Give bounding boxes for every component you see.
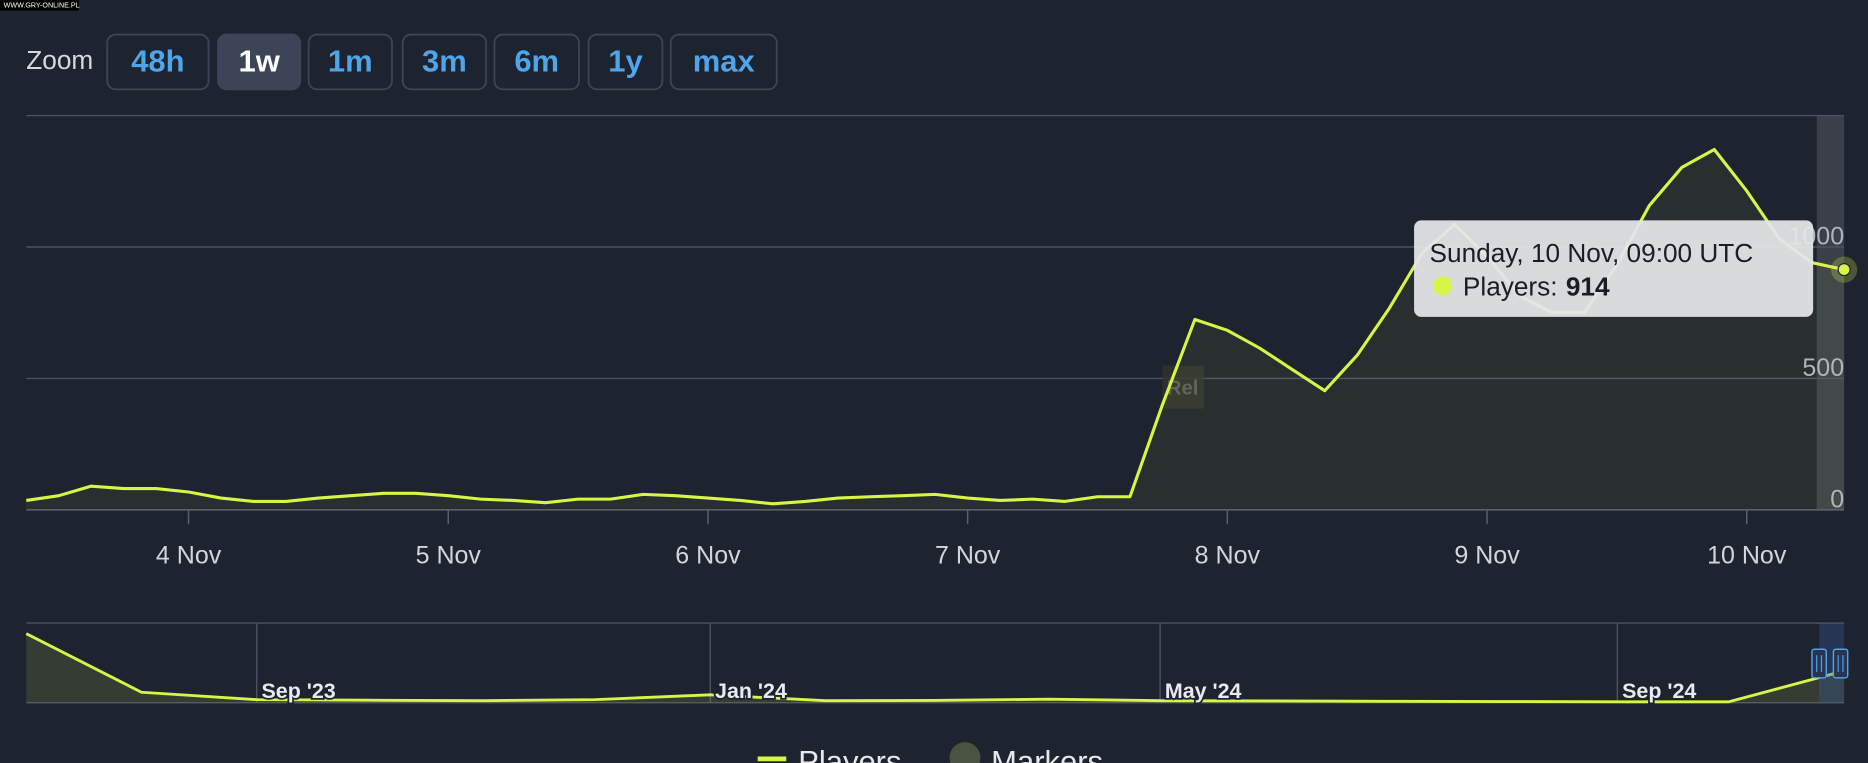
legend-marker: [949, 742, 981, 763]
zoom-button-label[interactable]: 48h: [131, 43, 184, 78]
x-tick-label: 10 Nov: [1707, 541, 1787, 569]
tooltip-row: Players: 914: [1463, 271, 1610, 301]
x-tick-label: 9 Nov: [1454, 541, 1520, 569]
zoom-button-label[interactable]: 1w: [238, 43, 280, 78]
legend: Players Markers: [757, 742, 1103, 763]
y-tick-label: 0: [1830, 485, 1844, 513]
nav-handle[interactable]: [1832, 648, 1849, 679]
zoom-button[interactable]: [669, 33, 778, 91]
tooltip-title: Sunday, 10 Nov, 09:00 UTC: [1430, 238, 1754, 268]
x-tick-label: 8 Nov: [1195, 541, 1261, 569]
tooltip-box: [1414, 220, 1814, 317]
zoom-button-label[interactable]: 1y: [608, 43, 643, 78]
x-tick-label: 4 Nov: [156, 541, 222, 569]
zoom-button[interactable]: [307, 33, 393, 91]
tooltip-label: Players:: [1463, 271, 1558, 301]
x-tick-label: 6 Nov: [675, 541, 741, 569]
zoom-button-label[interactable]: max: [693, 43, 755, 78]
nav-tick-label: Sep '24: [1622, 679, 1696, 703]
watermark-bg: [0, 0, 79, 11]
plot-band: [1816, 115, 1845, 510]
zoom-buttons: 48h 1w 1m 3m 6m 1y max: [106, 33, 778, 91]
zoom-button[interactable]: [217, 33, 302, 91]
tooltip-value: 914: [1566, 271, 1610, 301]
zoom-button-label[interactable]: 6m: [514, 43, 559, 78]
x-tick-label: 7 Nov: [935, 541, 1001, 569]
nav-handle[interactable]: [1811, 648, 1827, 679]
zoom-button[interactable]: [587, 33, 664, 91]
annotation: Rel: [1167, 377, 1199, 399]
nav-tick-label: Jan '24: [715, 679, 787, 703]
series-area: [26, 149, 1845, 510]
nav-tick-label: Sep '23: [262, 679, 336, 703]
x-tick-label: 5 Nov: [416, 541, 482, 569]
nav-line: [25, 632, 1845, 704]
navigator: Sep '23 Jan '24 May '24 Sep '24: [25, 622, 1849, 705]
tooltip-bullet: [1433, 276, 1453, 296]
zoom-button[interactable]: [401, 33, 487, 91]
legend-label[interactable]: Players: [798, 744, 901, 763]
nav-tick-label: May '24: [1165, 679, 1242, 703]
watermark: WWW.GRY-ONLINE.PL: [4, 2, 80, 10]
zoom-button-label[interactable]: 1m: [328, 43, 373, 78]
zoom-label: Zoom: [26, 45, 93, 75]
zoom-button-label[interactable]: 3m: [422, 43, 467, 78]
zoom-button[interactable]: [493, 33, 580, 91]
y-tick-label: 500: [1802, 354, 1844, 382]
hover-point: [1837, 263, 1851, 277]
legend-label[interactable]: Markers: [991, 744, 1103, 763]
zoom-button[interactable]: [106, 33, 210, 91]
